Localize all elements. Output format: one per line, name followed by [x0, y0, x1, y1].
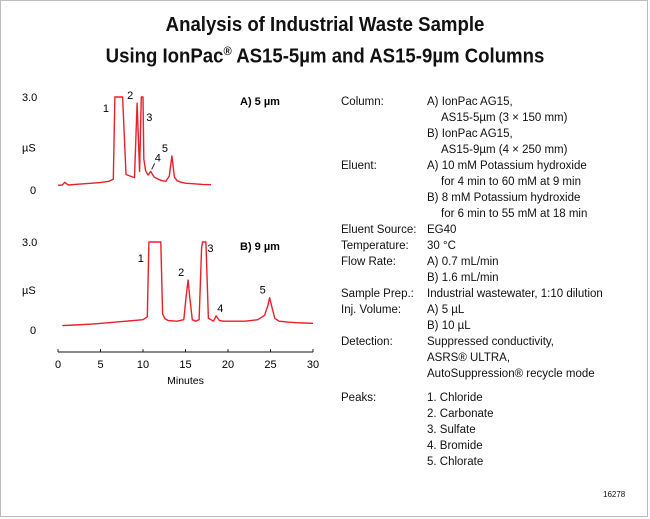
condition-value: B) 10 µL	[427, 320, 471, 332]
title-line-2-end: AS15-5µm and AS15-9µm Columns	[231, 45, 545, 68]
condition-flow-rate: Flow Rate: A) 0.7 mL/min B) 1.6 mL/min	[341, 254, 646, 286]
condition-value: B) IonPac AG15,	[427, 128, 513, 140]
panel-a-ylabel: µS	[22, 143, 36, 155]
condition-temperature: Temperature: 30 °C	[341, 238, 646, 254]
condition-value: AS15-5µm (3 × 150 mm)	[441, 112, 568, 124]
peak-entry: 4. Bromide	[427, 440, 483, 452]
panel-b-peak-label-4: 4	[217, 303, 223, 315]
panel-b-ylabel: µS	[22, 285, 36, 297]
panel-a-peak-label-5: 5	[162, 143, 168, 155]
peaks-list: Peaks: 1. Chloride 2. Carbonate 3. Sulfate 4…	[341, 390, 646, 470]
condition-value: B) 8 mM Potassium hydroxide	[427, 192, 581, 204]
panel-b-peak-label-1: 1	[138, 253, 144, 265]
condition-value: ASRS® ULTRA,	[427, 352, 511, 364]
x-tick-label-0: 0	[55, 359, 61, 371]
title-line-1: Analysis of Industrial Waste Sample	[165, 14, 485, 36]
condition-detection: Detection: Suppressed conductivity, ASRS® …	[341, 334, 646, 382]
panel-b-label: B) 9 µm	[240, 241, 280, 253]
condition-value: AutoSuppression® recycle mode	[427, 368, 595, 380]
chart-title: Analysis of Industrial Waste Sample Usin…	[23, 12, 628, 70]
condition-value: AS15-9µm (4 × 250 mm)	[441, 144, 568, 156]
x-tick-label-25: 25	[264, 359, 276, 371]
figure-number: 16278	[603, 490, 626, 499]
condition-values: A) 5 µL B) 10 µL	[427, 302, 646, 334]
condition-value: B) 1.6 mL/min	[427, 272, 499, 284]
condition-value: A) 0.7 mL/min	[427, 256, 499, 268]
peak-entry: 3. Sulfate	[427, 424, 476, 436]
condition-eluent-source: Eluent Source: EG40	[341, 222, 646, 238]
panel-a-ytick-zero: 0	[30, 185, 36, 197]
x-tick-label-10: 10	[137, 359, 149, 371]
condition-inj-volume: Inj. Volume: A) 5 µL B) 10 µL	[341, 302, 646, 334]
panel-b-peak-label-2: 2	[178, 267, 184, 279]
condition-value: A) 10 mM Potassium hydroxide	[427, 160, 587, 172]
condition-values: Industrial wastewater, 1:10 dilution	[427, 286, 646, 302]
condition-label: Detection:	[341, 336, 393, 348]
panel-b-ytick-zero: 0	[30, 325, 36, 337]
condition-label: Eluent:	[341, 160, 377, 172]
condition-values: Suppressed conductivity, ASRS® ULTRA, Auto…	[427, 334, 646, 382]
condition-label: Column:	[341, 96, 384, 108]
condition-value: for 6 min to 55 mM at 18 min	[441, 208, 588, 220]
x-tick-label-30: 30	[307, 359, 319, 371]
panel-b-peak-label-3: 3	[207, 243, 213, 255]
condition-eluent: Eluent: A) 10 mM Potassium hydroxide for 4…	[341, 158, 646, 222]
spacer	[341, 382, 646, 390]
condition-label: Flow Rate:	[341, 256, 396, 268]
condition-value: Industrial wastewater, 1:10 dilution	[427, 288, 603, 300]
x-tick-label-5: 5	[97, 359, 103, 371]
title-line-2: Using IonPac® AS15-5µm and AS15-9µm Colu…	[23, 38, 628, 70]
panel-a-peak-label-1: 1	[103, 103, 109, 115]
condition-value: 30 °C	[427, 240, 456, 252]
condition-label: Sample Prep.:	[341, 288, 414, 300]
peak-entry: 5. Chlorate	[427, 456, 484, 468]
condition-value: A) IonPac AG15,	[427, 96, 513, 108]
peak-entry: 2. Carbonate	[427, 408, 494, 420]
peaks-values: 1. Chloride 2. Carbonate 3. Sulfate 4. Brom…	[427, 390, 646, 470]
panel-b-ytick-top: 3.0	[22, 237, 37, 249]
condition-values: EG40	[427, 222, 646, 238]
condition-value: for 4 min to 60 mM at 9 min	[441, 176, 581, 188]
condition-label: Inj. Volume:	[341, 304, 402, 316]
condition-label: Temperature:	[341, 240, 409, 252]
condition-values: A) IonPac AG15, AS15-5µm (3 × 150 mm) B) I…	[427, 94, 646, 158]
panel-a-peak-4-arrow	[151, 163, 156, 170]
peaks-label: Peaks:	[341, 392, 377, 404]
condition-label: Eluent Source:	[341, 224, 417, 236]
condition-sample-prep: Sample Prep.: Industrial wastewater, 1:10…	[341, 286, 646, 302]
panel-a-peak-label-2: 2	[127, 90, 133, 102]
panel-b-peak-label-5: 5	[260, 285, 266, 297]
conditions-panel: Column: A) IonPac AG15, AS15-5µm (3 × 150 …	[341, 94, 646, 470]
condition-value: EG40	[427, 224, 457, 236]
panel-b-trace	[62, 241, 314, 327]
x-tick-label-20: 20	[222, 359, 234, 371]
registered-mark: ®	[223, 44, 232, 58]
panel-a-label: A) 5 µm	[240, 96, 280, 108]
condition-column: Column: A) IonPac AG15, AS15-5µm (3 × 150 …	[341, 94, 646, 158]
panel-a-trace	[57, 96, 212, 186]
panel-a-peak-label-4: 4	[155, 152, 161, 164]
x-axis-label: Minutes	[167, 375, 204, 387]
condition-values: A) 10 mM Potassium hydroxide for 4 min to…	[427, 158, 646, 222]
condition-values: 30 °C	[427, 238, 646, 254]
title-line-2-start: Using IonPac	[105, 45, 224, 68]
panel-a-ytick-top: 3.0	[22, 92, 37, 104]
panel-a-peak-label-3: 3	[146, 112, 152, 124]
condition-values: A) 0.7 mL/min B) 1.6 mL/min	[427, 254, 646, 286]
condition-value: A) 5 µL	[427, 304, 465, 316]
condition-value: Suppressed conductivity,	[427, 336, 554, 348]
x-tick-label-15: 15	[179, 359, 191, 371]
peak-entry: 1. Chloride	[427, 392, 483, 404]
